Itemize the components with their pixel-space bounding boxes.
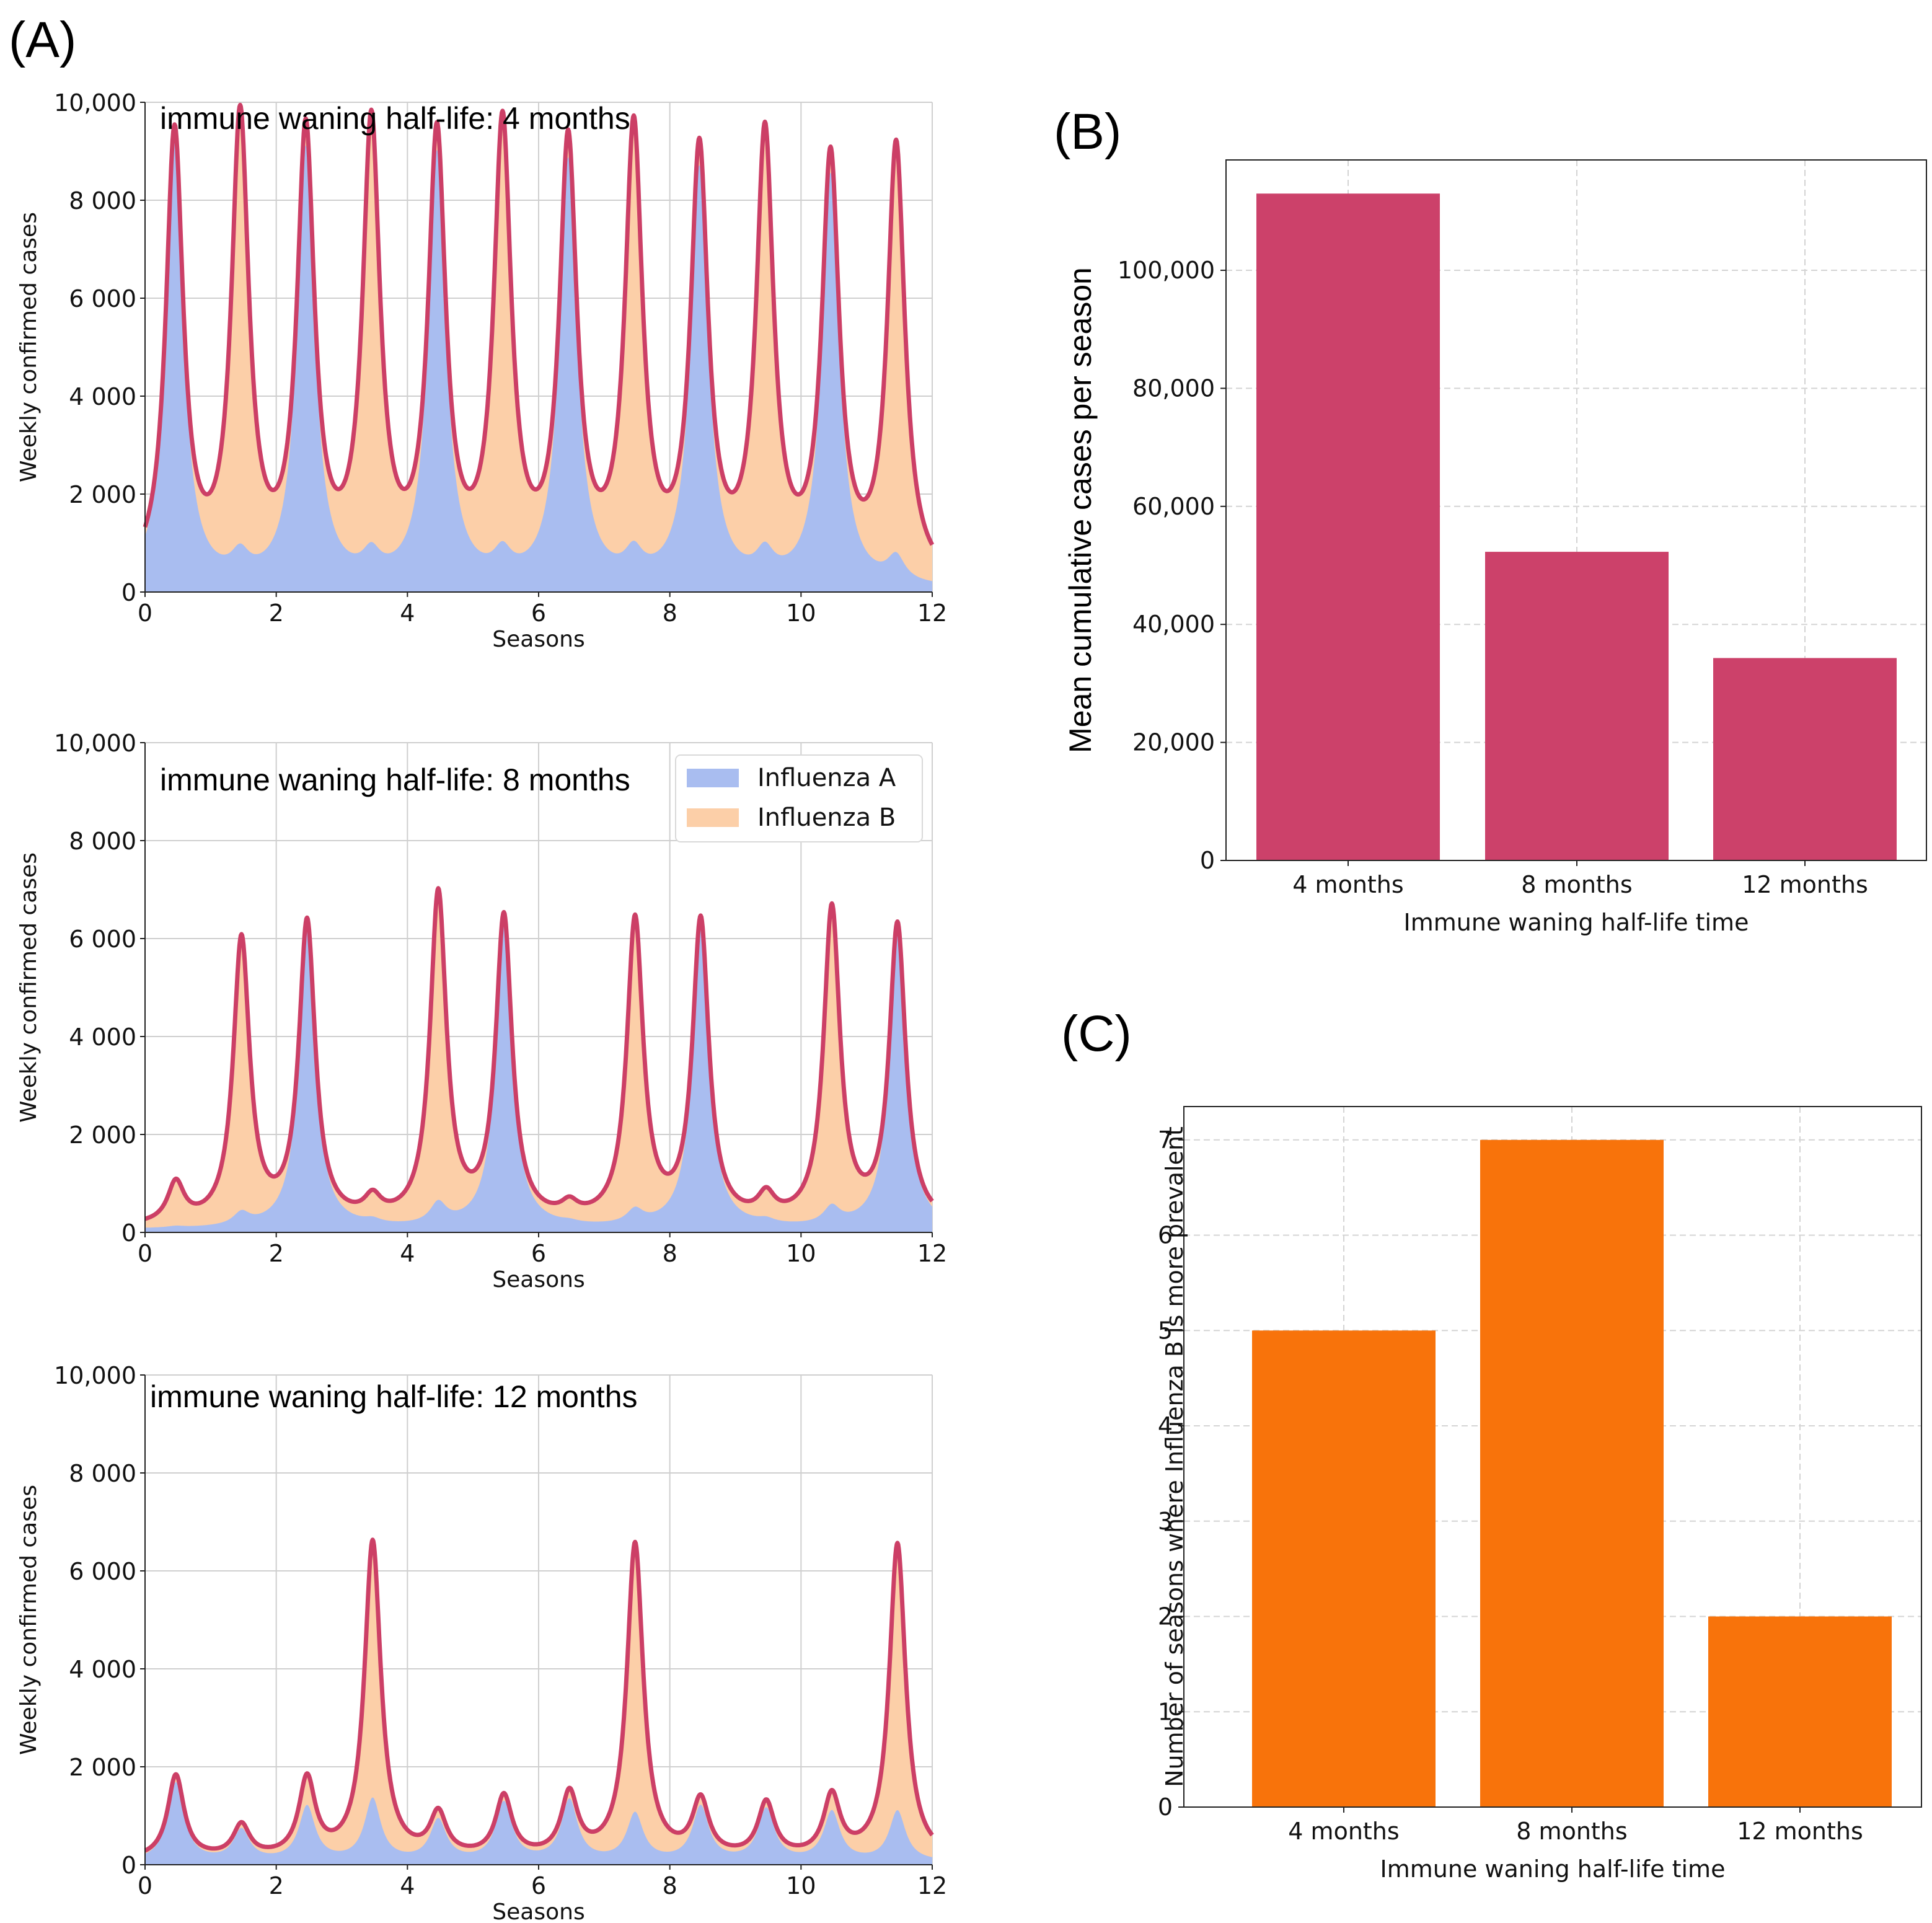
y-tick-label: 6 000 <box>69 926 136 953</box>
x-tick-label: 2 <box>269 1872 284 1899</box>
panel-annotation: immune waning half-life: 4 months <box>160 101 630 136</box>
y-tick-label: 4 000 <box>69 1023 136 1051</box>
x-tick-label: 10 <box>786 1240 816 1267</box>
y-tick-label: 4 000 <box>69 383 136 410</box>
x-tick-label: 2 <box>269 599 284 627</box>
chart-a2: 0 2 4 6 8 10 12 0 2 000 4 000 6 000 8 000 10,000 Seas… <box>16 730 947 1293</box>
y-tick-label: 2 000 <box>69 481 136 508</box>
y-axis-title: Weekly confirmed cases <box>16 212 42 482</box>
panel-letter-a: (A) <box>9 12 76 68</box>
panel-annotation: immune waning half-life: 12 months <box>150 1379 638 1414</box>
x-axis-title: Immune waning half-life time <box>1404 909 1749 936</box>
y-tick-label: 4 <box>1158 1412 1173 1439</box>
x-tick-label: 0 <box>138 1240 152 1267</box>
legend-swatch-influenza-b <box>687 808 739 827</box>
x-axis-title: Seasons <box>492 1267 584 1293</box>
y-tick-label: 2 000 <box>69 1754 136 1781</box>
y-axis-title: Number of seasons where Influenza B is m… <box>1161 1126 1188 1787</box>
x-tick-label: 8 <box>663 599 677 627</box>
x-tick-label: 4 <box>400 1240 415 1267</box>
y-tick-label: 60,000 <box>1132 493 1215 520</box>
x-tick-label: 4 months <box>1288 1818 1399 1845</box>
x-tick-label: 6 <box>531 1872 546 1899</box>
y-tick-label: 6 000 <box>69 285 136 312</box>
legend: Influenza A Influenza B <box>675 754 923 842</box>
x-tick-label: 12 <box>917 1872 947 1899</box>
x-tick-label: 8 months <box>1516 1818 1627 1845</box>
y-tick-label: 7 <box>1158 1126 1173 1154</box>
y-tick-label: 5 <box>1158 1317 1173 1344</box>
x-tick-label: 8 <box>663 1240 677 1267</box>
x-tick-label: 4 months <box>1292 871 1403 898</box>
bar-12-months <box>1713 658 1897 860</box>
y-tick-label: 100,000 <box>1118 257 1215 284</box>
legend-label: Influenza B <box>757 803 896 832</box>
x-tick-label: 10 <box>786 1872 816 1899</box>
y-tick-label: 3 <box>1158 1508 1173 1535</box>
y-tick-label: 1 <box>1158 1698 1173 1725</box>
bar-8-months <box>1480 1139 1664 1807</box>
x-tick-label: 6 <box>531 599 546 627</box>
x-tick-label: 12 <box>917 599 947 627</box>
y-tick-label: 0 <box>1200 847 1215 874</box>
chart-a1: 0 2 4 6 8 10 12 0 2 000 4 000 6 000 8 000 10,000 Seas… <box>16 89 947 652</box>
y-tick-label: 80,000 <box>1132 374 1215 402</box>
plot-frame <box>1183 1106 1922 1808</box>
x-axis-title: Seasons <box>492 627 584 652</box>
legend-label: Influenza A <box>757 764 896 792</box>
y-axis-title: Mean cumulative cases per season <box>1063 267 1098 753</box>
y-tick-label: 2 000 <box>69 1121 136 1149</box>
y-tick-label: 8 000 <box>69 828 136 855</box>
y-tick-label: 20,000 <box>1132 729 1215 756</box>
y-axis-title: Weekly confirmed cases <box>16 1485 42 1755</box>
x-axis-title: Immune waning half-life time <box>1380 1855 1726 1883</box>
x-tick-label: 4 <box>400 1872 415 1899</box>
y-tick-label: 0 <box>121 1852 136 1879</box>
x-tick-label: 0 <box>138 599 152 627</box>
bar-8-months <box>1485 552 1669 860</box>
chart-c: 0 1 2 3 4 5 6 7 4 months 8 months 12 months Immune … <box>1158 1106 1922 1883</box>
panel-annotation: immune waning half-life: 8 months <box>160 763 630 797</box>
y-tick-label: 10,000 <box>54 1362 136 1389</box>
x-tick-label: 6 <box>531 1240 546 1267</box>
y-tick-label: 0 <box>121 579 136 606</box>
x-tick-label: 10 <box>786 599 816 627</box>
y-axis-title: Weekly confirmed cases <box>16 852 42 1123</box>
chart-a3: 0 2 4 6 8 10 12 0 2 000 4 000 6 000 8 000 10,000 Seas… <box>16 1362 947 1923</box>
x-tick-label: 8 months <box>1521 871 1632 898</box>
y-tick-label: 4 000 <box>69 1656 136 1683</box>
bar-4-months <box>1256 193 1440 861</box>
total-cases-line <box>143 1537 934 1853</box>
y-tick-label: 0 <box>1158 1793 1173 1821</box>
y-tick-label: 8 000 <box>69 187 136 214</box>
panel-letter-c: (C) <box>1061 1006 1132 1062</box>
x-tick-label: 12 <box>917 1240 947 1267</box>
bar-12-months <box>1708 1616 1892 1807</box>
y-tick-label: 10,000 <box>54 730 136 757</box>
bar-4-months <box>1252 1330 1436 1807</box>
influenza-a-area <box>145 1782 932 1865</box>
x-tick-label: 8 <box>663 1872 677 1899</box>
y-tick-label: 10,000 <box>54 89 136 117</box>
x-tick-label: 12 months <box>1737 1818 1863 1845</box>
y-tick-label: 8 000 <box>69 1460 136 1487</box>
total-cases-line <box>143 102 935 546</box>
y-tick-label: 0 <box>121 1219 136 1247</box>
chart-b: 0 20,000 40,000 60,000 80,000 100,000 4 months… <box>1063 159 1927 936</box>
y-tick-label: 2 <box>1158 1603 1173 1630</box>
y-tick-label: 6 000 <box>69 1558 136 1585</box>
x-tick-label: 0 <box>138 1872 152 1899</box>
y-tick-label: 40,000 <box>1132 611 1215 638</box>
x-tick-label: 2 <box>269 1240 284 1267</box>
influenza-a-area <box>145 141 932 593</box>
influenza-a-area <box>145 924 932 1232</box>
y-tick-label: 6 <box>1158 1222 1173 1249</box>
total-cases-line <box>143 886 934 1221</box>
x-tick-label: 4 <box>400 599 415 627</box>
x-axis-title: Seasons <box>492 1899 584 1923</box>
x-tick-label: 12 months <box>1742 871 1868 898</box>
panel-letter-b: (B) <box>1054 104 1121 160</box>
legend-swatch-influenza-a <box>687 769 739 787</box>
